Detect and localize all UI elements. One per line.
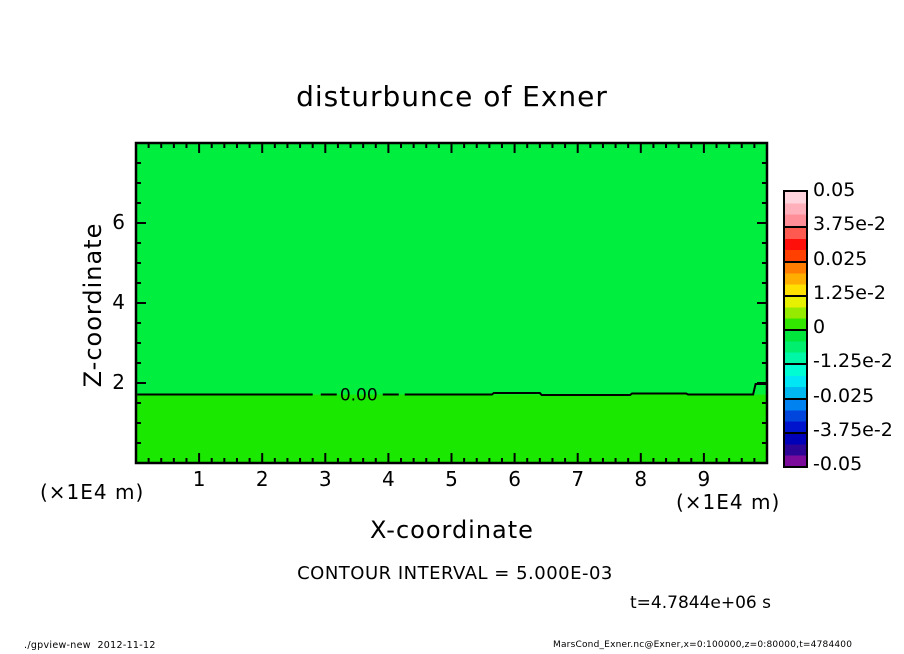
colorbar-tick-label: -0.025	[813, 384, 875, 407]
plot-frame	[134, 141, 769, 465]
colorbar-cell	[785, 260, 806, 295]
x-tick-label: 7	[571, 467, 585, 491]
colorbar-cell	[785, 294, 806, 329]
x-axis-label: X-coordinate	[370, 516, 534, 544]
y-tick-label: 2	[112, 370, 125, 394]
colorbar	[783, 190, 808, 468]
colorbar-cell	[785, 226, 806, 261]
contour-interval-label: CONTOUR INTERVAL = 5.000E-03	[297, 563, 613, 584]
colorbar-cell	[785, 397, 806, 432]
x-tick-label: 9	[697, 467, 711, 491]
colorbar-tick-label: 0.025	[813, 247, 868, 270]
colorbar-cell	[785, 431, 806, 466]
field-below-contour	[136, 394, 767, 463]
plot-title: disturbunce of Exner	[296, 80, 608, 113]
colorbar-tick-label: 3.75e-2	[813, 213, 886, 236]
x-tick-label: 6	[508, 467, 521, 491]
footer-source-text: MarsCond_Exner.nc@Exner,x=0:100000,z=0:8…	[553, 640, 853, 650]
footer-command-text: ./gpview-new 2012-11-12	[24, 640, 156, 651]
colorbar-tick-label: 1.25e-2	[813, 281, 886, 304]
colorbar-tick-label: 0.05	[813, 179, 856, 201]
zero-contour-label: 0.00	[340, 386, 378, 406]
colorbar-cell	[785, 329, 806, 364]
colorbar-tick-label: -1.25e-2	[813, 350, 893, 373]
x-tick-label: 4	[382, 467, 395, 491]
x-tick-label: 5	[445, 467, 458, 491]
colorbar-cell	[785, 192, 806, 227]
time-label: t=4.7844e+06 s	[630, 593, 771, 613]
x-tick-label: 2	[255, 467, 269, 491]
y-tick-label: 4	[112, 290, 125, 314]
colorbar-tick-label: 0	[813, 316, 826, 338]
y-axis-units-label: (×1E4 m)	[40, 480, 145, 504]
y-tick-label: 6	[112, 210, 125, 234]
colorbar-cell	[785, 363, 806, 398]
colorbar-tick-label: -0.05	[813, 453, 863, 475]
field-above-contour	[136, 143, 767, 395]
x-tick-label: 8	[634, 467, 648, 491]
x-axis-units-label: (×1E4 m)	[676, 490, 781, 514]
x-tick-label: 3	[318, 467, 332, 491]
colorbar-tick-label: -3.75e-2	[813, 418, 893, 441]
x-tick-label: 1	[192, 467, 206, 491]
zero-contour-line	[137, 383, 767, 396]
